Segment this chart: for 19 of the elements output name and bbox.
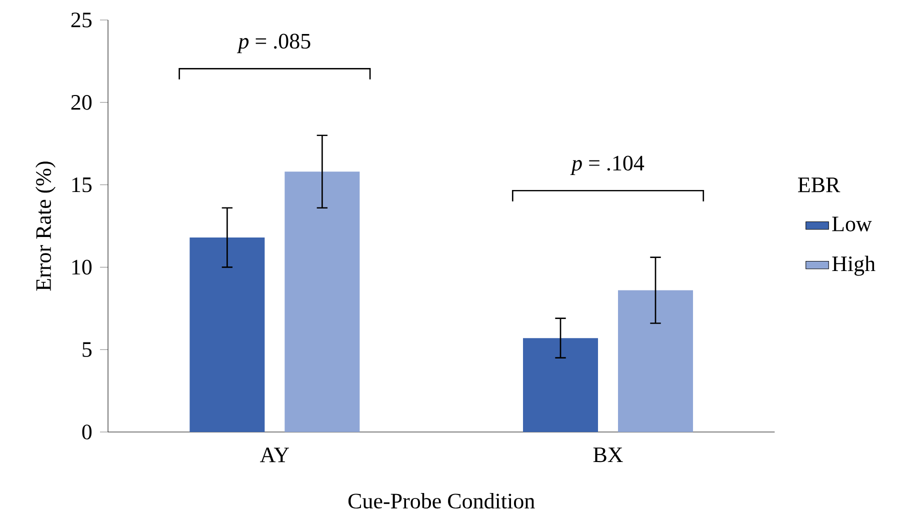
- y-axis-title: Error Rate (%): [36, 162, 56, 291]
- x-tick-label: BX: [593, 448, 623, 462]
- bar: [523, 338, 598, 432]
- y-tick-label: 15: [72, 177, 92, 192]
- y-tick-label: 10: [72, 260, 92, 275]
- bar: [618, 290, 694, 432]
- y-tick-label: 20: [71, 94, 92, 110]
- legend-label: High: [832, 256, 876, 276]
- x-tick-label: AY: [260, 448, 290, 462]
- bar: [284, 172, 360, 432]
- x-axis-title: Cue-Probe Condition: [348, 493, 535, 509]
- y-tick-label: 25: [71, 12, 92, 28]
- legend-label: Low: [832, 216, 872, 232]
- legend-title: EBR: [798, 178, 840, 192]
- y-tick-label: 0: [82, 424, 92, 440]
- bar: [190, 238, 265, 432]
- annotation: p = .085: [236, 34, 310, 54]
- annotation: p = .104: [570, 156, 644, 176]
- y-tick-label: 5: [82, 342, 92, 357]
